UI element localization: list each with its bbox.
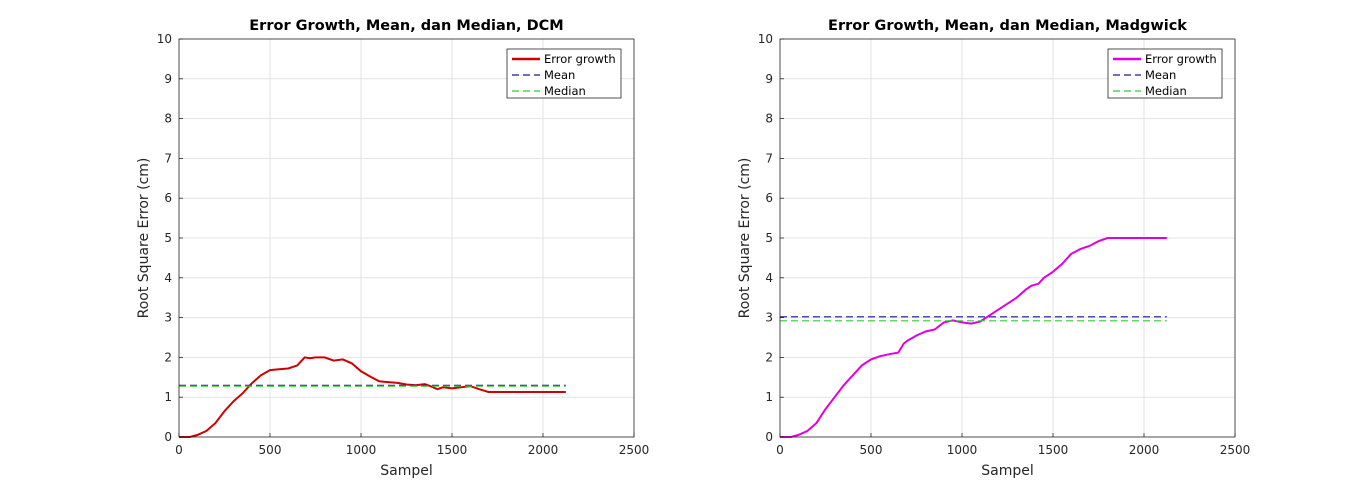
x-tick-label: 0 (175, 443, 183, 457)
y-tick-label: 8 (765, 112, 773, 126)
series-line-error-growth (780, 237, 1167, 438)
y-tick-label: 6 (164, 191, 172, 205)
y-tick-label: 1 (164, 390, 172, 404)
y-tick-label: 9 (765, 72, 773, 86)
y-tick-label: 7 (765, 151, 773, 165)
x-tick-label: 1500 (1038, 443, 1069, 457)
x-tick-label: 500 (259, 443, 282, 457)
y-tick-label: 2 (765, 350, 773, 364)
legend: Error growth Mean Median (1107, 48, 1223, 99)
x-tick-label: 1500 (437, 443, 468, 457)
legend-label: Median (1145, 84, 1187, 98)
y-tick-label: 3 (765, 311, 773, 325)
legend-label: Error growth (544, 52, 616, 66)
y-tick-label: 10 (157, 32, 172, 46)
x-tick-label: 2000 (528, 443, 559, 457)
legend-label: Mean (1145, 68, 1176, 82)
x-tick-label: 1000 (947, 443, 978, 457)
legend-label: Median (544, 84, 586, 98)
y-axis-label: Root Square Error (cm) (136, 158, 152, 319)
y-tick-label: 0 (164, 430, 172, 444)
legend-label: Mean (544, 68, 575, 82)
y-tick-label: 4 (765, 271, 773, 285)
x-tick-label: 2500 (619, 443, 650, 457)
y-tick-label: 0 (765, 430, 773, 444)
y-tick-label: 3 (164, 311, 172, 325)
y-tick-label: 4 (164, 271, 172, 285)
x-axis-label: Sampel (380, 463, 433, 479)
x-axis-label: Sampel (981, 463, 1034, 479)
legend: Error growth Mean Median (506, 48, 622, 99)
chart-title: Error Growth, Mean, dan Median, DCM (249, 18, 563, 34)
legend-label: Error growth (1145, 52, 1217, 66)
y-tick-label: 9 (164, 72, 172, 86)
y-tick-label: 7 (164, 151, 172, 165)
legend-box (1107, 48, 1223, 99)
y-tick-label: 6 (765, 191, 773, 205)
y-tick-label: 5 (765, 231, 773, 245)
y-axis-label: Root Square Error (cm) (737, 158, 753, 319)
x-tick-label: 2500 (1220, 443, 1251, 457)
x-tick-label: 500 (860, 443, 883, 457)
y-tick-label: 10 (758, 32, 773, 46)
y-tick-label: 8 (164, 112, 172, 126)
chart-panel-1: 0 500 1000 1500 2000 2500 0 1 2 3 4 5 6 7 8 9 10 Error Gr… (136, 18, 649, 479)
chart-panel-2: 0 500 1000 1500 2000 2500 0 1 2 3 4 5 6 7 8 9 10 Error Gr… (737, 18, 1250, 479)
chart-title: Error Growth, Mean, dan Median, Madgwick (828, 18, 1187, 34)
x-tick-label: 2000 (1129, 443, 1160, 457)
x-tick-label: 1000 (346, 443, 377, 457)
legend-box (506, 48, 622, 99)
x-tick-label: 0 (776, 443, 784, 457)
y-tick-label: 1 (765, 390, 773, 404)
y-tick-label: 5 (164, 231, 172, 245)
y-tick-label: 2 (164, 350, 172, 364)
